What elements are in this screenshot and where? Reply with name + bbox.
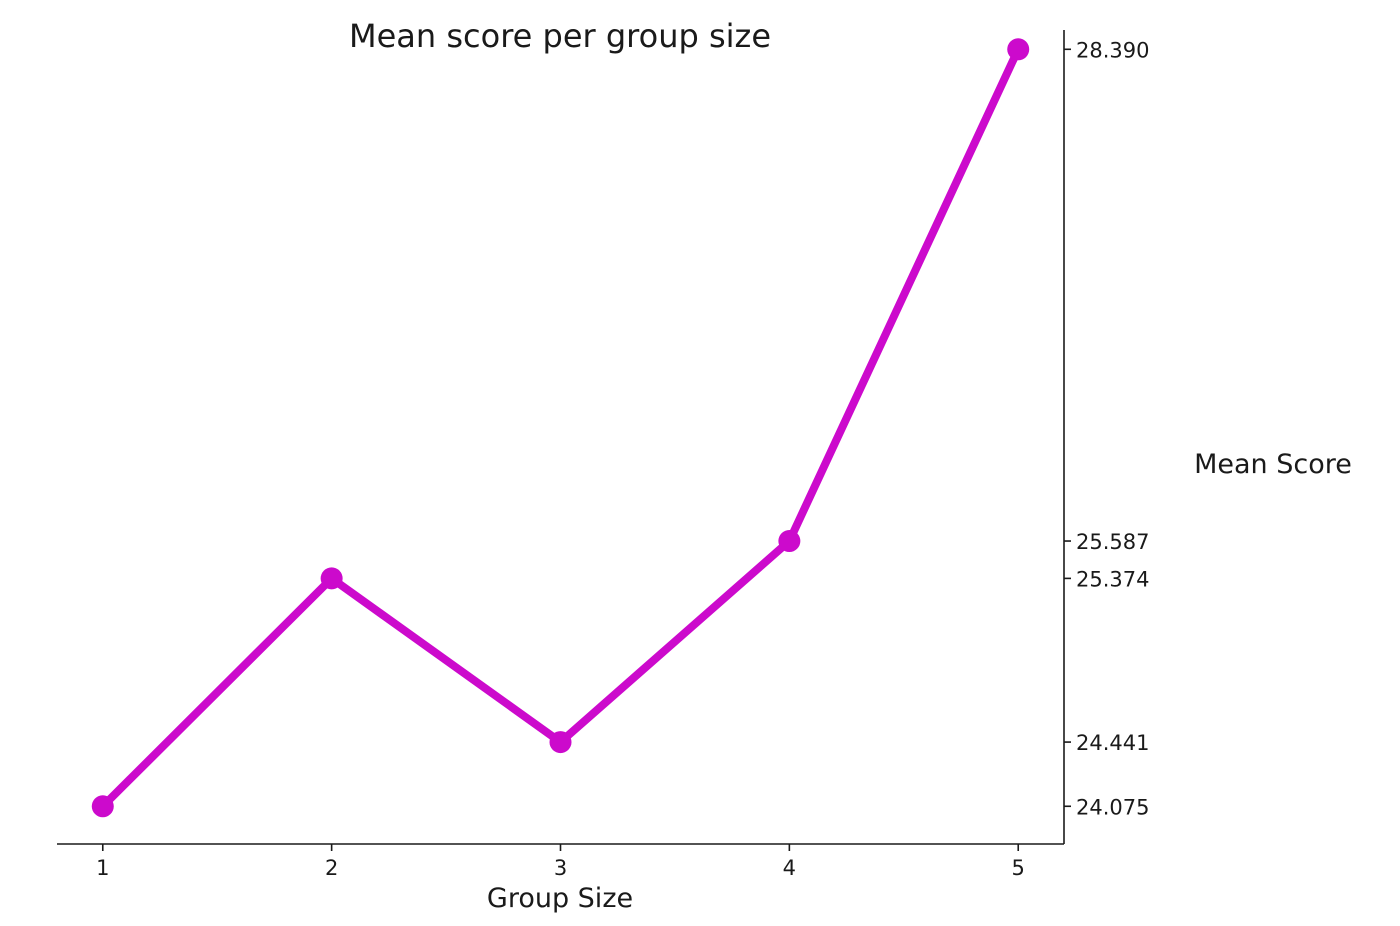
y-tick-label: 24.075: [1076, 795, 1149, 819]
data-point: [91, 795, 114, 818]
data-point: [320, 567, 343, 590]
chart-title: Mean score per group size: [349, 17, 771, 55]
x-axis-label: Group Size: [487, 883, 633, 914]
x-tick-label: 3: [554, 856, 567, 880]
y-tick-label: 25.374: [1076, 567, 1149, 591]
data-point: [1007, 38, 1030, 61]
y-tick-label: 28.390: [1076, 38, 1149, 62]
y-axis-ticks: 24.075 24.441 25.374 25.587 28.390: [1064, 38, 1149, 819]
series-mean-score: [91, 38, 1030, 818]
plot-area: 1 2 3 4 5 24.075 24.441 25.374 25.587 28.390: [57, 30, 1149, 880]
x-tick-label: 5: [1012, 856, 1025, 880]
x-axis-ticks: 1 2 3 4 5: [96, 844, 1025, 880]
y-tick-label: 24.441: [1076, 731, 1149, 755]
x-tick-label: 1: [96, 856, 109, 880]
y-tick-label: 25.587: [1076, 530, 1149, 554]
series-line: [98, 45, 1023, 811]
data-point: [549, 731, 572, 754]
y-axis-label: Mean Score: [1194, 449, 1352, 480]
x-tick-label: 4: [783, 856, 796, 880]
x-tick-label: 2: [325, 856, 338, 880]
data-point: [778, 530, 801, 553]
